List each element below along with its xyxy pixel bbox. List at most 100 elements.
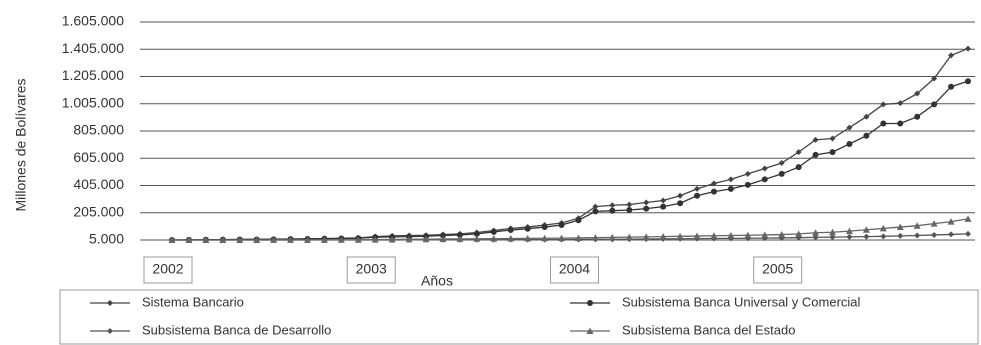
point xyxy=(795,164,802,171)
point xyxy=(965,230,971,237)
point xyxy=(778,231,786,238)
y-tick-label: 1.605.000 xyxy=(62,13,124,29)
point xyxy=(643,199,650,206)
point xyxy=(727,176,734,183)
y-tick-label: 805.000 xyxy=(73,122,124,138)
point xyxy=(626,207,633,214)
point xyxy=(846,124,853,131)
point xyxy=(879,224,887,232)
point xyxy=(862,226,870,233)
point xyxy=(608,233,616,241)
point xyxy=(439,235,447,243)
legend-label: Subsistema Banca de Desarrollo xyxy=(142,322,331,337)
point xyxy=(371,236,379,243)
point xyxy=(914,113,921,120)
point xyxy=(897,120,904,127)
point xyxy=(609,202,616,209)
point xyxy=(625,233,633,241)
point xyxy=(422,235,430,243)
point xyxy=(168,236,176,243)
point xyxy=(778,170,785,177)
point xyxy=(948,52,955,59)
x-tick-box xyxy=(753,256,803,284)
point xyxy=(897,100,904,107)
y-tick-label: 1.005.000 xyxy=(62,94,124,110)
legend-label: Subsistema Banca del Estado xyxy=(622,322,795,337)
point xyxy=(761,231,769,238)
point xyxy=(676,232,684,240)
point xyxy=(586,327,594,334)
point xyxy=(541,234,549,242)
point xyxy=(846,140,853,147)
point xyxy=(643,205,650,212)
point xyxy=(253,236,261,243)
point xyxy=(727,185,734,192)
point xyxy=(931,75,938,82)
point xyxy=(473,235,481,242)
point xyxy=(541,224,548,231)
point xyxy=(845,227,853,235)
point xyxy=(896,223,904,231)
point xyxy=(948,231,955,238)
point xyxy=(880,233,887,240)
point xyxy=(829,149,836,156)
point xyxy=(642,233,650,240)
point xyxy=(660,203,667,210)
legend-label: Subsistema Banca Universal y Comercial xyxy=(622,294,861,309)
point xyxy=(710,232,718,239)
x-tick-box xyxy=(346,256,396,284)
point xyxy=(609,207,616,214)
point xyxy=(812,229,820,236)
point xyxy=(761,165,768,172)
legend-box xyxy=(59,289,979,345)
point xyxy=(829,234,836,241)
y-axis-title: Millones de Bolívares xyxy=(13,78,29,211)
point xyxy=(320,236,328,243)
point xyxy=(558,234,566,242)
point xyxy=(107,328,113,334)
point xyxy=(677,192,684,199)
point xyxy=(744,181,751,188)
point xyxy=(524,225,531,232)
point xyxy=(964,215,972,222)
point xyxy=(694,185,701,192)
point xyxy=(846,233,853,240)
point xyxy=(524,234,532,242)
point xyxy=(575,217,582,224)
x-axis-title: Años xyxy=(421,273,453,289)
point xyxy=(863,132,870,139)
point xyxy=(778,160,785,167)
point xyxy=(507,227,514,234)
point xyxy=(727,232,735,239)
y-tick-label: 1.405.000 xyxy=(62,40,124,56)
x-tick-label: 2003 xyxy=(356,261,387,277)
point xyxy=(626,201,633,208)
point xyxy=(795,149,802,156)
y-tick-label: 205.000 xyxy=(73,203,124,219)
point xyxy=(761,176,768,183)
point xyxy=(930,220,938,227)
point xyxy=(337,236,345,243)
point xyxy=(507,235,515,242)
point xyxy=(931,101,938,108)
line xyxy=(172,218,969,241)
point xyxy=(558,222,565,229)
point xyxy=(897,232,904,239)
point xyxy=(693,232,701,240)
point xyxy=(795,230,803,237)
point xyxy=(913,222,921,229)
point xyxy=(490,235,498,242)
y-tick-label: 1.205.000 xyxy=(62,67,124,83)
point xyxy=(405,235,413,243)
point xyxy=(863,113,870,120)
point xyxy=(591,234,599,241)
point xyxy=(710,188,717,195)
point xyxy=(219,236,227,243)
y-tick-label: 605.000 xyxy=(73,149,124,165)
point xyxy=(812,136,819,143)
point xyxy=(456,235,464,242)
point xyxy=(965,45,971,52)
point xyxy=(185,236,193,243)
